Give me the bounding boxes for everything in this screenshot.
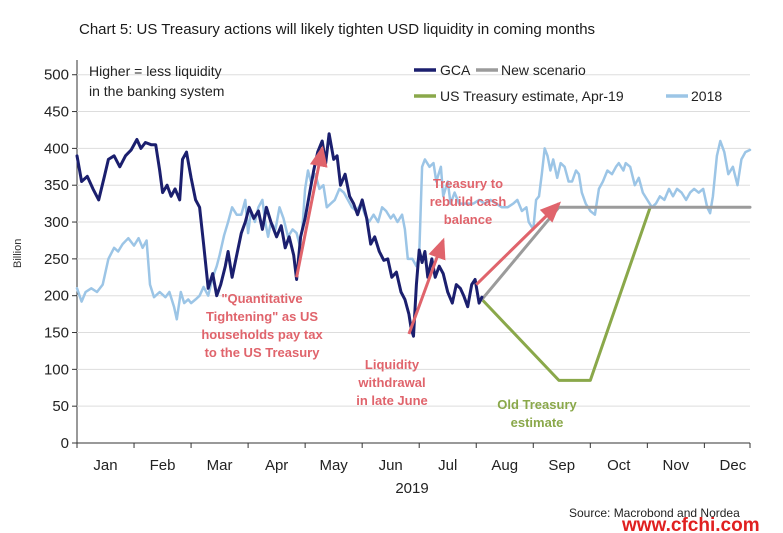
legend-2018: 2018 — [691, 88, 722, 104]
series-line-gca — [75, 132, 484, 338]
y-tick-label-450: 450 — [44, 104, 69, 121]
y-tick-label-50: 50 — [52, 398, 69, 415]
legend-new: New scenario — [501, 62, 586, 78]
annotation-arrow-3 — [475, 201, 562, 286]
y-tick-label-350: 350 — [44, 177, 69, 194]
legend-gca: GCA — [440, 62, 471, 78]
source: Source: Macrobond and Nordea — [569, 506, 740, 520]
x-tick-label-aug: Aug — [491, 457, 518, 474]
y-tick-label-200: 200 — [44, 288, 69, 305]
annotation-june-line-2: withdrawal — [357, 375, 425, 390]
y-tick-label-400: 400 — [44, 140, 69, 157]
annotation-june-line-3: in late June — [356, 393, 428, 408]
annotation-qt-line-2: Tightening" as US — [206, 309, 318, 324]
x-tick-label-dec: Dec — [720, 457, 747, 474]
note-line-2: in the banking system — [89, 83, 224, 99]
arrow-layer — [295, 145, 562, 335]
x-tick-label-oct: Oct — [607, 457, 631, 474]
annotation-qt-line-4: to the US Treasury — [205, 345, 321, 360]
annotation-arrow-2 — [407, 237, 446, 335]
x-tick-label-jun: Jun — [379, 457, 403, 474]
x-tick-label-may: May — [319, 457, 348, 474]
y-axis-label: Billion — [12, 239, 24, 268]
legend-est: US Treasury estimate, Apr-19 — [440, 88, 624, 104]
y-tick-label-250: 250 — [44, 251, 69, 268]
y-tick-label-0: 0 — [61, 435, 69, 452]
annotation-rebuild-line-1: Treasury to — [433, 176, 503, 191]
series-layer — [75, 132, 752, 382]
x-tick-label-mar: Mar — [207, 457, 233, 474]
note-line-1: Higher = less liquidity — [89, 63, 222, 79]
series-line-est — [480, 205, 652, 382]
chart-title: Chart 5: US Treasury actions will likely… — [79, 21, 595, 38]
annotation-rebuild-line-2: rebuild cash — [430, 194, 507, 209]
x-tick-label-jul: Jul — [438, 457, 457, 474]
annotation-qt-line-1: "Quantitative — [221, 291, 302, 306]
series-line-y2018 — [75, 139, 752, 321]
y-tick-label-500: 500 — [44, 67, 69, 84]
x-tick-label-feb: Feb — [150, 457, 176, 474]
legend: GCA New scenario US Treasury estimate, A… — [414, 62, 722, 104]
series-line-new — [480, 205, 752, 301]
y-tick-label-100: 100 — [44, 361, 69, 378]
annotation-june: Liquidity withdrawal in late June — [356, 357, 428, 408]
y-tick-label-300: 300 — [44, 214, 69, 231]
annotation-old-line-2: estimate — [511, 415, 564, 430]
annotation-qt: "Quantitative Tightening" as US househol… — [201, 291, 323, 360]
x-tick-label-nov: Nov — [663, 457, 690, 474]
x-tick-label-apr: Apr — [265, 457, 288, 474]
annotation-june-line-1: Liquidity — [365, 357, 420, 372]
x-tick-label-sep: Sep — [548, 457, 575, 474]
annotation-rebuild-line-3: balance — [444, 212, 492, 227]
annotation-old-estimate: Old Treasury estimate — [497, 397, 577, 430]
annotation-qt-line-3: households pay tax — [201, 327, 323, 342]
watermark: www.cfchi.com — [621, 515, 760, 533]
x-axis-year: 2019 — [395, 480, 428, 497]
y-tick-label-150: 150 — [44, 325, 69, 342]
x-tick-label-jan: Jan — [93, 457, 117, 474]
annotation-rebuild: Treasury to rebuild cash balance — [430, 176, 507, 227]
annotation-arrow-1 — [295, 145, 328, 278]
annotation-old-line-1: Old Treasury — [497, 397, 577, 412]
